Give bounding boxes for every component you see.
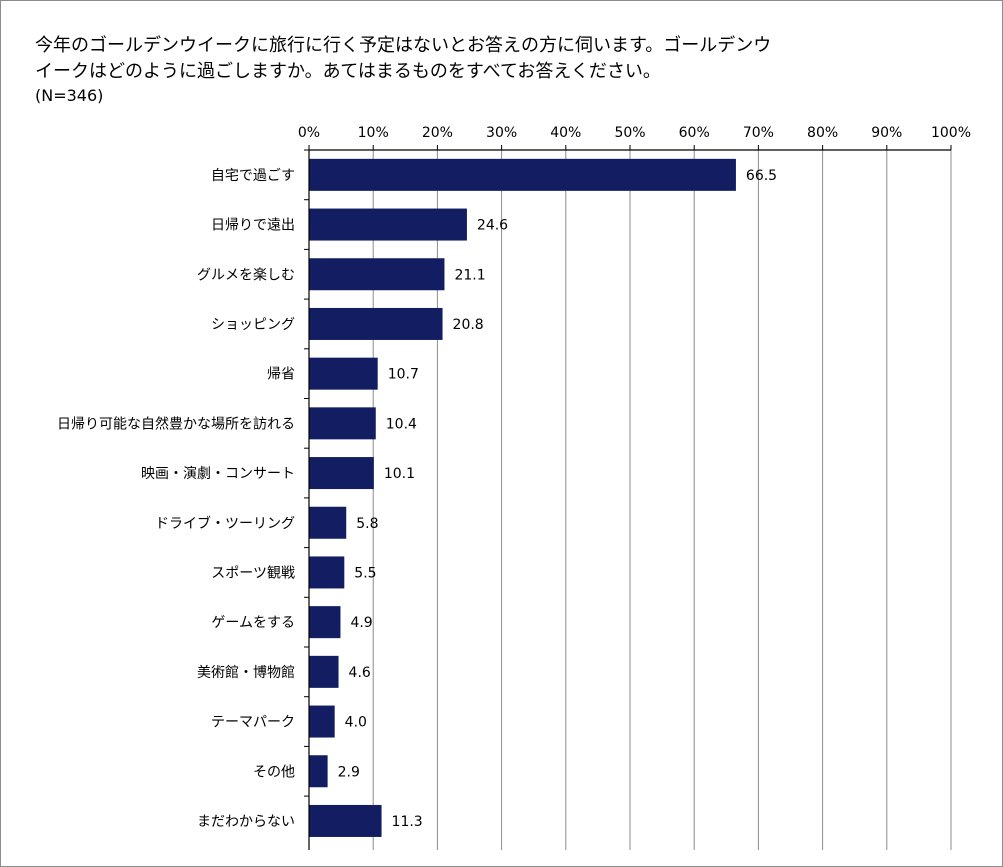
x-tick-label: 60%	[679, 125, 710, 141]
grid-lines	[308, 145, 952, 850]
value-label: 5.8	[356, 516, 378, 532]
x-tick-label: 50%	[614, 125, 645, 141]
bar	[309, 556, 345, 589]
chart-title-line-2: イークはどのように過ごしますか。あてはまるものをすべてお答えください。	[35, 61, 661, 82]
value-label: 10.1	[384, 466, 415, 482]
bar	[309, 357, 378, 390]
value-label: 5.5	[354, 565, 376, 581]
plot-border	[308, 149, 951, 850]
category-label: ゲームをする	[211, 615, 295, 631]
category-label: まだわからない	[197, 814, 295, 830]
category-label: ショッピング	[211, 317, 295, 333]
bar	[309, 606, 341, 639]
category-label: 美術館・博物館	[197, 664, 295, 681]
category-label: その他	[253, 764, 295, 780]
chart-title-line-1: 今年のゴールデンウイークに旅行に行く予定はないとお答えの方に伺います。ゴールデン…	[35, 35, 772, 56]
value-label: 24.6	[477, 218, 508, 234]
bar	[309, 158, 736, 191]
value-label: 10.4	[386, 416, 417, 432]
bar	[309, 506, 347, 539]
chart-title: 今年のゴールデンウイークに旅行に行く予定はないとお答えの方に伺います。ゴールデン…	[35, 33, 855, 107]
value-label: 66.5	[746, 168, 777, 184]
bar	[309, 755, 328, 788]
category-label: 日帰りで遠出	[211, 217, 295, 234]
value-label: 10.7	[388, 367, 419, 383]
x-tick-label: 70%	[743, 125, 774, 141]
x-tick-label: 0%	[298, 125, 320, 141]
bar	[309, 655, 339, 688]
value-label: 11.3	[392, 814, 423, 830]
category-label: 映画・演劇・コンサート	[141, 466, 295, 482]
category-label: 帰省	[267, 366, 295, 383]
value-label: 21.1	[454, 267, 485, 283]
value-label: 2.9	[338, 764, 360, 780]
value-label: 4.6	[349, 665, 371, 681]
x-tick-label: 30%	[486, 125, 517, 141]
category-label: グルメを楽しむ	[197, 267, 295, 283]
bar	[309, 407, 376, 440]
value-label: 4.0	[345, 715, 367, 731]
bar	[309, 307, 443, 340]
x-tick-labels: 0% 10% 20% 30% 40% 50% 60% 70% 80% 90% 100%	[298, 125, 971, 141]
x-tick-label: 80%	[807, 125, 838, 141]
category-label: 自宅で過ごす	[211, 168, 295, 184]
x-tick-label: 10%	[358, 125, 389, 141]
category-label: テーマパーク	[211, 715, 295, 731]
value-label: 20.8	[453, 317, 484, 333]
x-tick-label: 20%	[422, 125, 453, 141]
category-label: ドライブ・ツーリング	[155, 515, 295, 532]
bar	[309, 208, 467, 241]
bar	[309, 705, 335, 738]
value-labels: 66.5 24.6 21.1 20.8 10.7 10.4 10.1 5.8 5.5 4.9 4.6…	[338, 168, 777, 830]
value-label: 4.9	[350, 615, 372, 631]
x-tick-label: 100%	[931, 125, 971, 141]
chart-sample-size: (N=346)	[35, 86, 104, 105]
category-label: 日帰り可能な自然豊かな場所を訪れる	[57, 415, 295, 432]
bars	[309, 158, 736, 837]
category-label: スポーツ観戦	[211, 564, 295, 581]
x-tick-label: 40%	[550, 125, 581, 141]
bar	[309, 457, 374, 490]
category-labels: 自宅で過ごす日帰りで遠出グルメを楽しむショッピング帰省日帰り可能な自然豊かな場所…	[57, 149, 309, 830]
bar	[309, 258, 445, 291]
x-tick-label: 90%	[871, 125, 902, 141]
bar	[309, 804, 382, 837]
